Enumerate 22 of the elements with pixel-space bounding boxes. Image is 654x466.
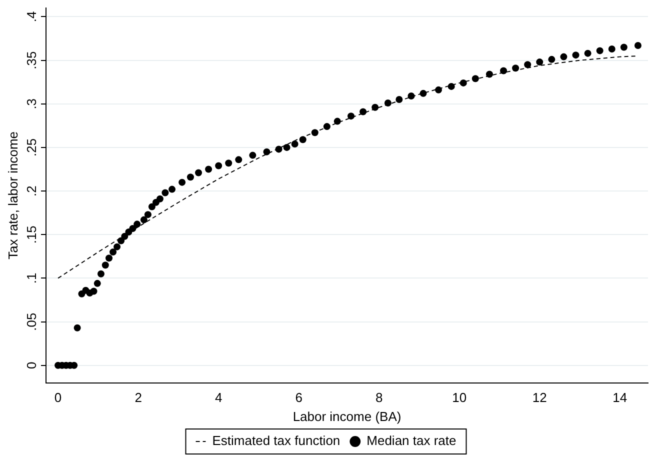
x-tick-label: 2 — [134, 390, 142, 406]
legend-label: Estimated tax function — [212, 433, 340, 448]
x-tick-label: 4 — [214, 390, 222, 406]
y-tick-label: .4 — [24, 11, 40, 22]
line-series — [58, 55, 638, 279]
x-tick-label: 10 — [452, 390, 467, 406]
y-tick-label: 0 — [24, 362, 40, 369]
y-tick-label: .35 — [24, 51, 40, 70]
x-tick-label: 0 — [54, 390, 62, 406]
y-axis-title: Tax rate, labor income — [5, 131, 20, 260]
y-tick-label: .25 — [24, 138, 40, 156]
x-axis-title: Labor income (BA) — [292, 408, 402, 424]
x-tick-label: 6 — [295, 390, 302, 406]
y-tick-label: .05 — [24, 312, 40, 331]
y-tick-label: .15 — [24, 226, 40, 244]
x-tick-label: 8 — [375, 390, 383, 406]
x-tick-label: 12 — [532, 390, 547, 406]
y-tick-label: .3 — [24, 98, 40, 110]
legend-label: Median tax rate — [366, 433, 456, 448]
x-tick-label: 14 — [612, 390, 628, 406]
y-tick-label: .1 — [24, 272, 40, 284]
y-tick-label: .2 — [24, 186, 40, 196]
